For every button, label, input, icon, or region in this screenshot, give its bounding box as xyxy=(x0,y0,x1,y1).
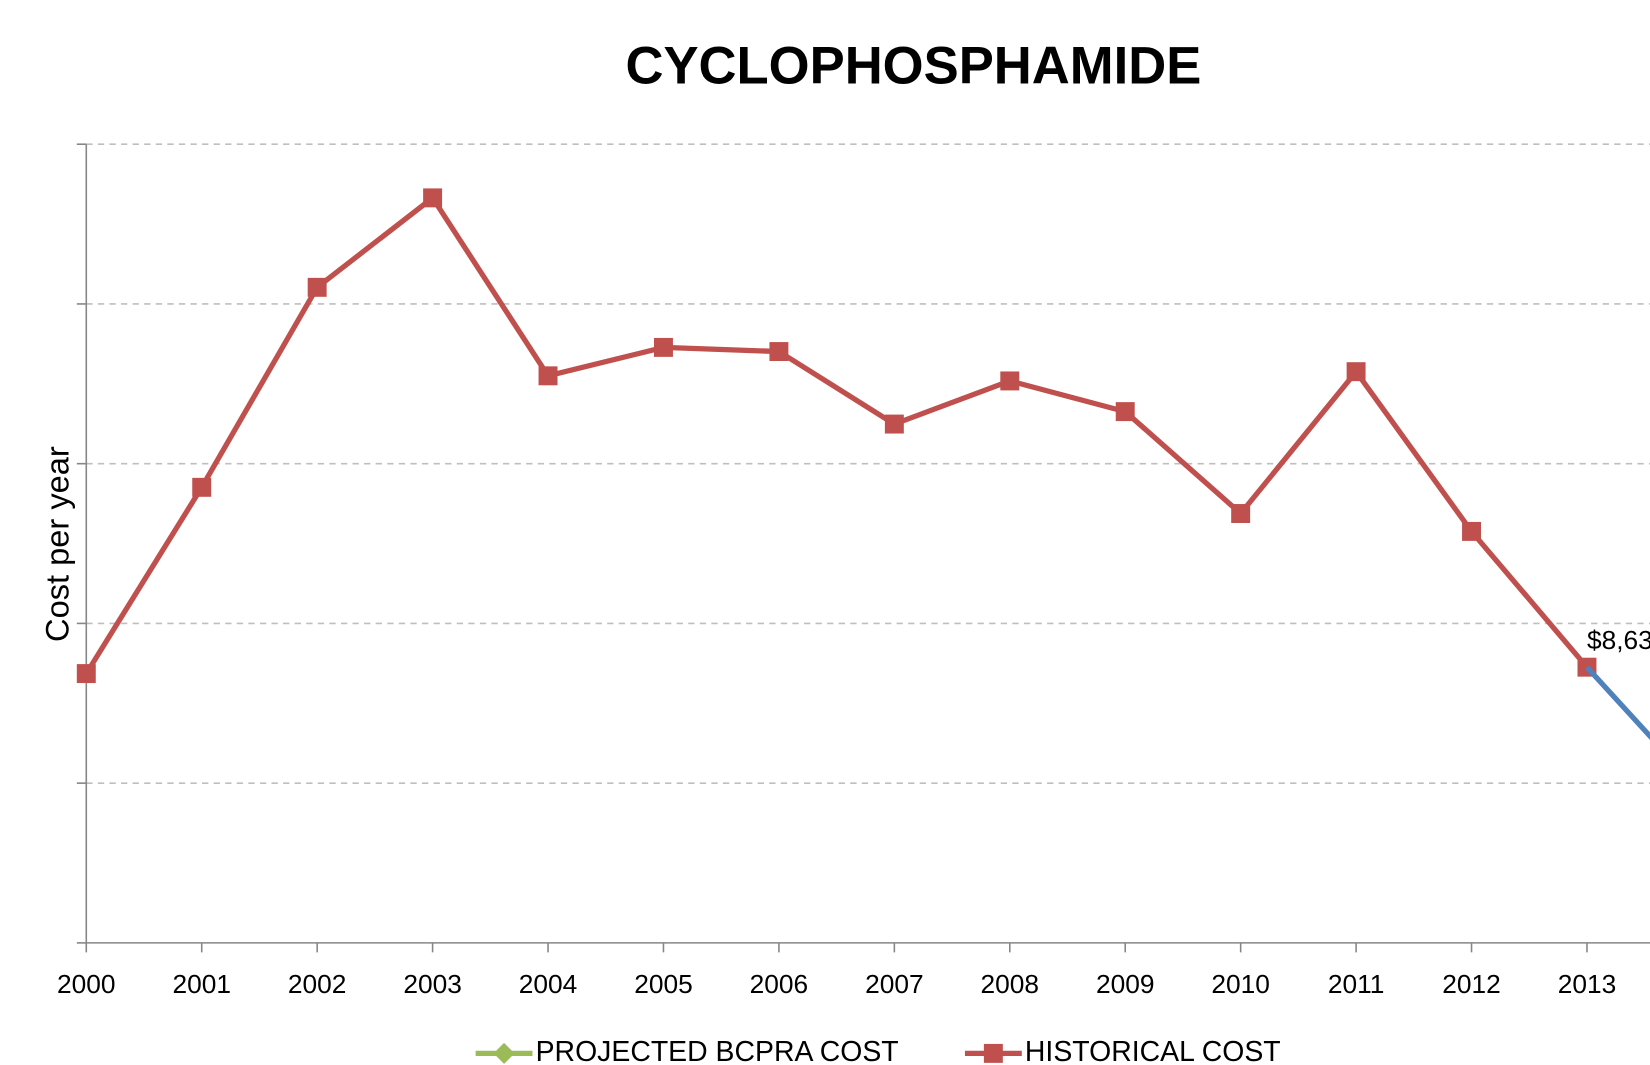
data-label: $8,63 xyxy=(1587,625,1650,655)
marker xyxy=(76,664,96,684)
legend-marker xyxy=(983,1043,1003,1063)
marker xyxy=(538,366,558,386)
marker xyxy=(769,342,789,362)
x-tick-label: 2005 xyxy=(634,969,693,999)
marker xyxy=(1000,371,1020,391)
legend-label: HISTORICAL COST xyxy=(1025,1036,1281,1065)
x-tick-label: 2004 xyxy=(519,969,578,999)
x-tick-label: 2013 xyxy=(1558,969,1617,999)
marker xyxy=(654,337,673,357)
marker xyxy=(1346,362,1366,382)
x-tick-label: 2007 xyxy=(865,969,924,999)
marker xyxy=(423,188,443,208)
marker xyxy=(1115,402,1135,422)
y-axis-label: Cost per year xyxy=(39,446,76,642)
x-tick-label: 2003 xyxy=(403,969,462,999)
marker xyxy=(192,477,212,497)
marker xyxy=(307,277,327,297)
marker xyxy=(1231,504,1251,523)
series-line xyxy=(1585,665,1650,740)
x-tick-label: 2012 xyxy=(1442,969,1501,999)
legend-marker xyxy=(493,1042,515,1064)
x-tick-label: 2006 xyxy=(750,969,809,999)
x-tick-label: 2011 xyxy=(1328,969,1385,999)
x-tick-label: 2010 xyxy=(1211,969,1270,999)
marker xyxy=(1462,521,1482,541)
legend-label: PROJECTED BCPRA COST xyxy=(536,1036,899,1065)
x-tick-label: 2009 xyxy=(1096,969,1155,999)
marker xyxy=(884,414,904,434)
x-tick-label: 2001 xyxy=(172,969,231,999)
x-tick-label: 2002 xyxy=(288,969,347,999)
chart-title: CYCLOPHOSPHAMIDE xyxy=(625,36,1201,95)
x-tick-label: 2008 xyxy=(981,969,1040,999)
x-tick-label: 2000 xyxy=(57,969,116,999)
series-line xyxy=(84,195,1589,675)
